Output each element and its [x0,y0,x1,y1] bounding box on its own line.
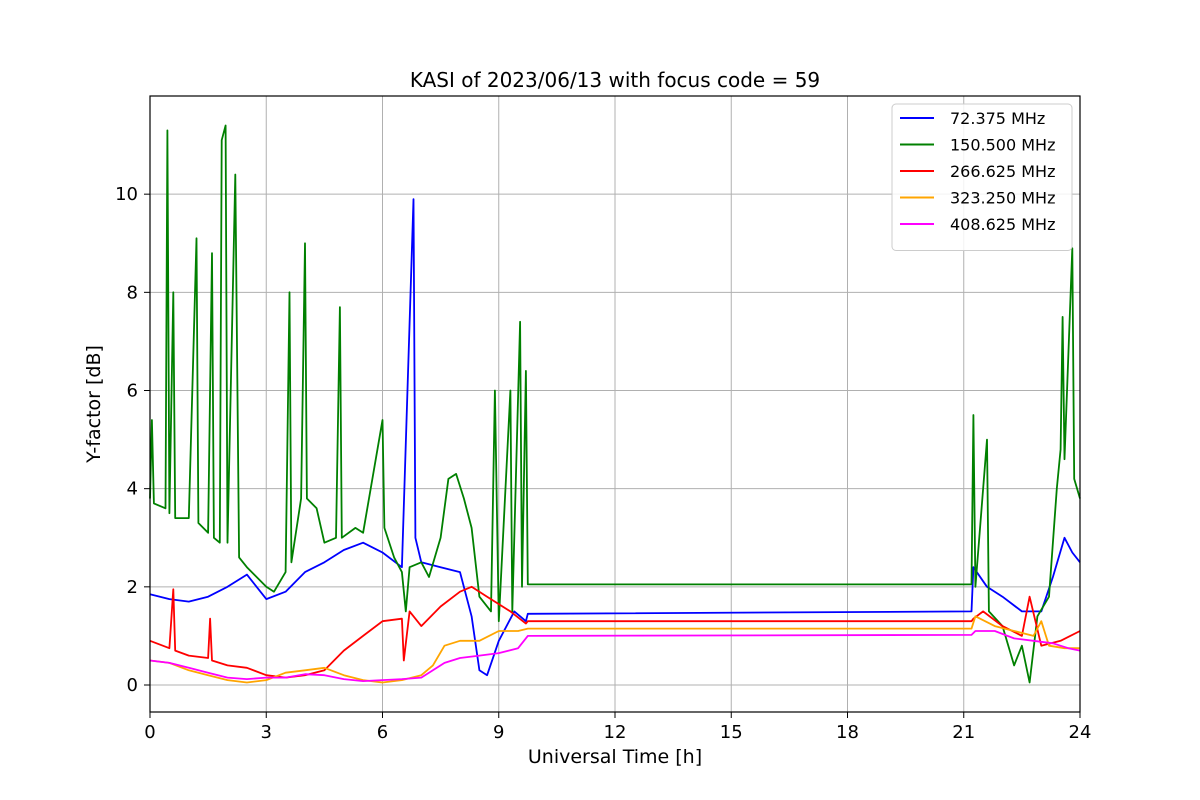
legend-label: 72.375 MHz [950,109,1045,128]
legend-label: 408.625 MHz [950,215,1055,234]
y-tick-label: 2 [127,577,138,598]
x-tick-label: 18 [836,722,859,743]
series-line-4 [149,615,1080,684]
x-tick-label: 24 [1069,722,1092,743]
legend: 72.375 MHz 150.500 MHz 266.625 MHz 323.250 … [891,103,1073,251]
x-tick-label: 0 [144,722,155,743]
y-tick-label: 6 [127,381,138,402]
x-tick-label: 21 [952,722,975,743]
x-tick-label: 12 [604,722,627,743]
y-axis-label: Y-factor [dB] [83,345,105,464]
series-line-1 [149,198,1081,677]
chart-title: KASI of 2023/06/13 with focus code = 59 [410,68,820,92]
legend-label: 150.500 MHz [950,136,1055,155]
y-tick-label: 8 [127,282,138,303]
y-tick-label: 0 [127,675,138,696]
series-group [149,124,1081,684]
series-line-3 [149,585,1081,679]
legend-box [891,103,1073,251]
y-tick-label: 10 [115,184,138,205]
legend-label: 266.625 MHz [950,162,1055,181]
x-tick-label: 3 [261,722,272,743]
x-tick-label: 15 [720,722,743,743]
series-line-2 [149,124,1081,684]
y-tick-label: 4 [127,479,138,500]
series-line-5 [149,630,1081,682]
legend-label: 323.250 MHz [950,189,1055,208]
x-tick-label: 6 [377,722,388,743]
x-axis-label: Universal Time [h] [528,746,702,768]
x-tick-label: 9 [493,722,504,743]
